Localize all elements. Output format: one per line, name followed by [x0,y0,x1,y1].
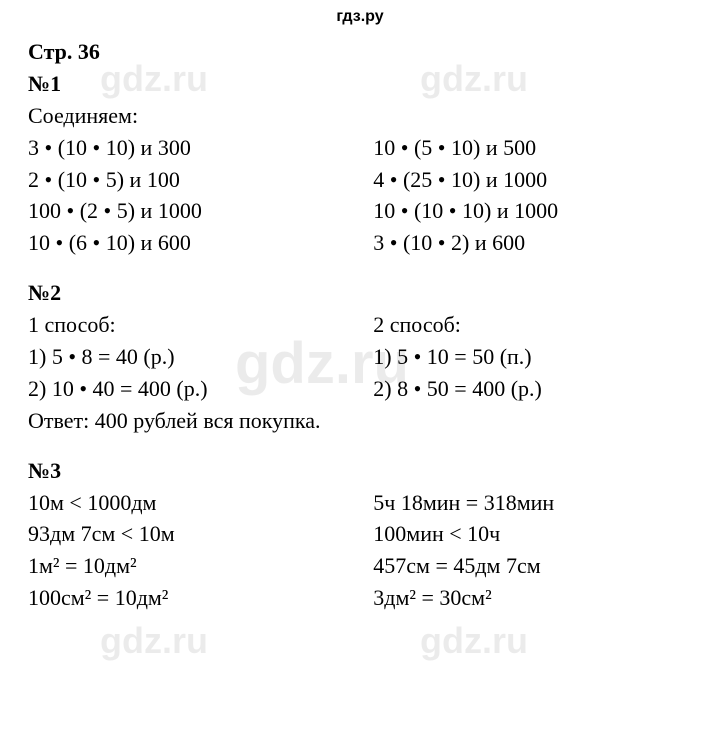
page-label: Стр. 36 [28,36,692,68]
ex1-right-line: 4 • (25 • 10) и 1000 [373,164,692,196]
ex1-right-line: 10 • (10 • 10) и 1000 [373,195,692,227]
exercise-2-method2: 2 способ: 1) 5 • 10 = 50 (п.) 2) 8 • 50 … [373,309,692,405]
exercise-1-label: №1 [28,68,692,100]
ex3-left-line: 10м < 1000дм [28,487,373,519]
watermark: gdz.ru [420,620,528,662]
ex1-left-line: 3 • (10 • 10) и 300 [28,132,373,164]
ex2-m2-line: 1) 5 • 10 = 50 (п.) [373,341,692,373]
watermark: gdz.ru [100,620,208,662]
exercise-1-word: Соединяем: [28,100,692,132]
exercise-1: №1 Соединяем: 3 • (10 • 10) и 300 2 • (1… [28,68,692,259]
exercise-2-columns: 1 способ: 1) 5 • 8 = 40 (р.) 2) 10 • 40 … [28,309,692,405]
ex3-right-line: 100мин < 10ч [373,518,692,550]
ex2-m2-line: 2) 8 • 50 = 400 (р.) [373,373,692,405]
exercise-3-label: №3 [28,455,692,487]
ex2-answer: Ответ: 400 рублей вся покупка. [28,405,692,437]
exercise-3-col-left: 10м < 1000дм 93дм 7см < 10м 1м² = 10дм² … [28,487,373,615]
exercise-1-columns: 3 • (10 • 10) и 300 2 • (10 • 5) и 100 1… [28,132,692,260]
ex2-m2-title: 2 способ: [373,309,692,341]
ex3-right-line: 5ч 18мин = 318мин [373,487,692,519]
ex3-left-line: 93дм 7см < 10м [28,518,373,550]
ex3-left-line: 1м² = 10дм² [28,550,373,582]
ex3-right-line: 3дм² = 30см² [373,582,692,614]
ex2-m1-title: 1 способ: [28,309,373,341]
exercise-2: №2 1 способ: 1) 5 • 8 = 40 (р.) 2) 10 • … [28,277,692,436]
exercise-1-col-left: 3 • (10 • 10) и 300 2 • (10 • 5) и 100 1… [28,132,373,260]
ex1-left-line: 2 • (10 • 5) и 100 [28,164,373,196]
ex1-left-line: 10 • (6 • 10) и 600 [28,227,373,259]
exercise-2-label: №2 [28,277,692,309]
ex1-right-line: 3 • (10 • 2) и 600 [373,227,692,259]
exercise-3-col-right: 5ч 18мин = 318мин 100мин < 10ч 457см = 4… [373,487,692,615]
exercise-3: №3 10м < 1000дм 93дм 7см < 10м 1м² = 10д… [28,455,692,614]
ex2-m1-line: 1) 5 • 8 = 40 (р.) [28,341,373,373]
ex3-right-line: 457см = 45дм 7см [373,550,692,582]
exercise-3-columns: 10м < 1000дм 93дм 7см < 10м 1м² = 10дм² … [28,487,692,615]
page-root: gdz.ru gdz.ru gdz.ru gdz.ru gdz.ru гдз.р… [0,0,720,739]
exercise-1-col-right: 10 • (5 • 10) и 500 4 • (25 • 10) и 1000… [373,132,692,260]
site-header: гдз.ру [0,0,720,30]
ex1-left-line: 100 • (2 • 5) и 1000 [28,195,373,227]
ex1-right-line: 10 • (5 • 10) и 500 [373,132,692,164]
ex3-left-line: 100см² = 10дм² [28,582,373,614]
content-area: Стр. 36 №1 Соединяем: 3 • (10 • 10) и 30… [0,30,720,614]
ex2-m1-line: 2) 10 • 40 = 400 (р.) [28,373,373,405]
exercise-2-method1: 1 способ: 1) 5 • 8 = 40 (р.) 2) 10 • 40 … [28,309,373,405]
